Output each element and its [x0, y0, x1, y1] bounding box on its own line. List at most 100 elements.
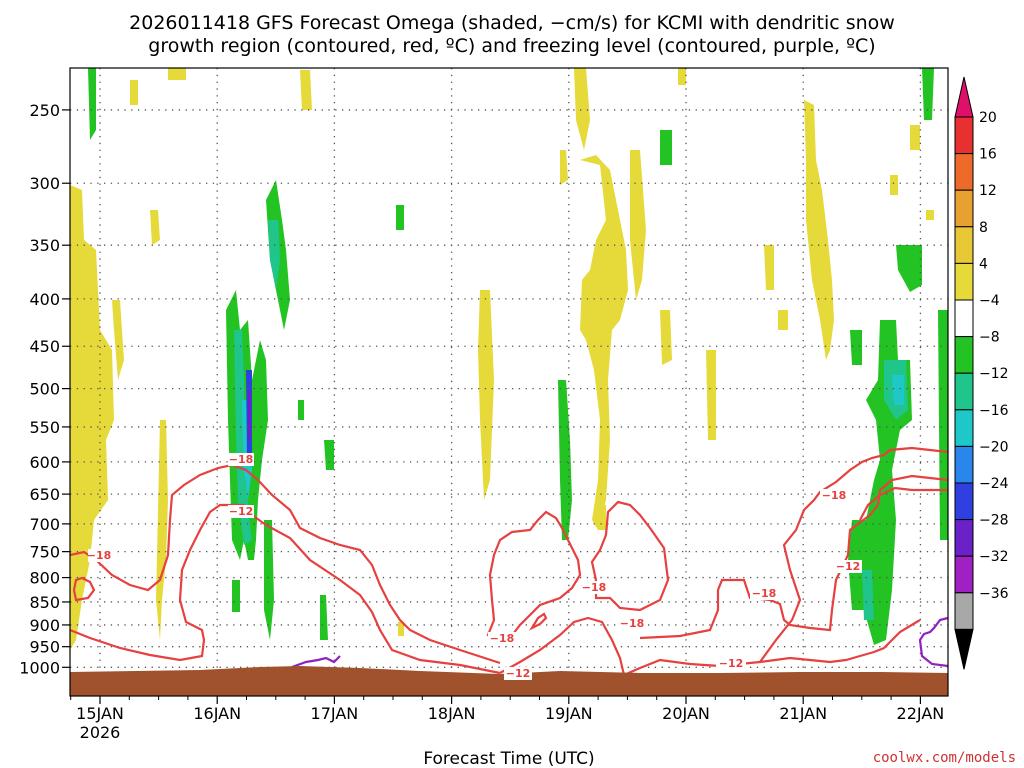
freezing-contour-line	[918, 616, 948, 668]
plot-background	[70, 68, 948, 696]
omega-yellow-region	[168, 68, 186, 80]
omega-teal-region	[862, 570, 874, 620]
colorbar-swatch	[954, 153, 974, 191]
colorbar-label: −4	[979, 293, 1000, 309]
colorbar-swatch	[954, 189, 974, 228]
y-tick-label: 800	[29, 569, 60, 588]
omega-green-region	[88, 68, 96, 140]
colorbar-swatch	[954, 372, 974, 411]
dgz-contour-line	[759, 446, 948, 663]
plot-area: −18 −12 −18 −18 −12 −18 −18 −12 −18 −18 …	[70, 68, 948, 696]
contour-label-bg	[488, 632, 516, 645]
colorbar-swatch	[954, 592, 974, 630]
omega-yellow-region	[910, 125, 920, 150]
colorbar-label: −20	[979, 439, 1009, 455]
contour-label: −18	[822, 489, 847, 502]
omega-cyan-region	[892, 375, 904, 405]
omega-green-region	[396, 205, 404, 230]
colorbar-swatch	[954, 299, 974, 338]
colorbar-label: −16	[979, 403, 1009, 419]
dgz-contour-line	[486, 510, 582, 642]
omega-yellow-region	[70, 185, 114, 650]
omega-positive-shading	[70, 68, 934, 650]
y-tick-label: 850	[29, 593, 60, 612]
gridlines	[70, 68, 948, 696]
contour-label-bg	[834, 560, 862, 573]
omega-yellow-region	[778, 310, 788, 330]
omega-yellow-region	[630, 150, 646, 300]
contour-label-bg	[88, 549, 114, 562]
x-axis-label: Forecast Time (UTC)	[423, 749, 594, 768]
x-tick-label: 19JAN	[545, 704, 593, 723]
contour-label: −18	[752, 587, 777, 600]
contour-label-bg	[504, 667, 532, 680]
y-tick-label: 350	[29, 236, 60, 255]
contour-label-bg	[716, 657, 746, 670]
dgz-contour-line	[70, 503, 501, 675]
omega-yellow-region	[560, 150, 568, 185]
dgz-contour-line	[70, 463, 501, 665]
omega-green-region	[896, 245, 922, 292]
colorbar-swatch	[954, 519, 974, 557]
contour-label-bg	[580, 581, 608, 594]
y-tick-label: 400	[29, 290, 60, 309]
y-tick-label: 250	[29, 101, 60, 120]
y-tick-label: 550	[29, 418, 60, 437]
contour-label: −12	[719, 657, 744, 670]
omega-green-region	[324, 440, 334, 470]
y-tick-label: 500	[29, 380, 60, 399]
x-year-label: 2026	[80, 723, 121, 742]
omega-teal-region	[234, 330, 252, 545]
omega-yellow-region	[156, 420, 168, 640]
contour-label-bg	[820, 489, 848, 502]
dgz-contour-line	[590, 500, 670, 612]
omega-green-region	[320, 595, 328, 640]
contour-labels: −18 −12 −18 −18 −12 −18 −18 −12 −18 −18 …	[87, 453, 862, 680]
omega-green-region	[232, 580, 240, 612]
x-axis: 15JAN 16JAN 17JAN 18JAN 19JAN 20JAN 21JAN 22JAN	[70, 696, 945, 723]
omega-green-region	[938, 310, 948, 540]
y-tick-label: 650	[29, 485, 60, 504]
colorbar-label: 20	[979, 110, 997, 126]
contour-label: −12	[229, 505, 254, 518]
freezing-contour-line	[291, 655, 341, 669]
colorbar-label: 4	[979, 256, 988, 272]
colorbar-label: −12	[979, 366, 1009, 382]
x-tick-label: 20JAN	[662, 704, 710, 723]
freezing-level-contours	[291, 616, 948, 669]
omega-yellow-region	[150, 210, 160, 245]
omega-yellow-region	[478, 290, 494, 500]
x-tick-label: 15JAN	[76, 704, 124, 723]
omega-teal-region	[268, 220, 280, 290]
contour-label: −12	[836, 560, 861, 573]
colorbar-swatch	[954, 482, 974, 521]
x-tick-label: 16JAN	[193, 704, 241, 723]
dgz-contour-line	[639, 474, 948, 640]
contour-label: −18	[229, 453, 254, 466]
y-tick-label: 700	[29, 515, 60, 534]
y-tick-label: 950	[29, 638, 60, 657]
x-tick-label: 17JAN	[311, 704, 359, 723]
contour-label: −18	[620, 617, 645, 630]
omega-yellow-region	[574, 68, 590, 150]
contour-label: −18	[87, 549, 112, 562]
colorbar-label: −36	[979, 586, 1009, 602]
omega-negative-shading	[88, 68, 948, 645]
colorbar-top-arrow	[954, 76, 974, 118]
colorbar-label: −24	[979, 476, 1009, 492]
chart-title-line1: 2026011418 GFS Forecast Omega (shaded, −…	[129, 12, 895, 34]
y-tick-label: 1000	[19, 658, 60, 677]
x-tick-label: 21JAN	[779, 704, 827, 723]
x-tick-label: 18JAN	[428, 704, 476, 723]
contour-label: −18	[582, 581, 607, 594]
x-tick-label: 22JAN	[897, 704, 945, 723]
chart-title-line2: growth region (contoured, red, ºC) and f…	[148, 35, 875, 57]
colorbar-label: −28	[979, 513, 1009, 529]
omega-green-region	[558, 380, 572, 540]
ground-surface	[70, 666, 948, 696]
colorbar-label: 8	[979, 220, 988, 236]
colorbar-bottom-arrow	[954, 628, 974, 670]
colorbar-swatch	[954, 445, 974, 484]
dgz-contour-line	[499, 616, 626, 676]
